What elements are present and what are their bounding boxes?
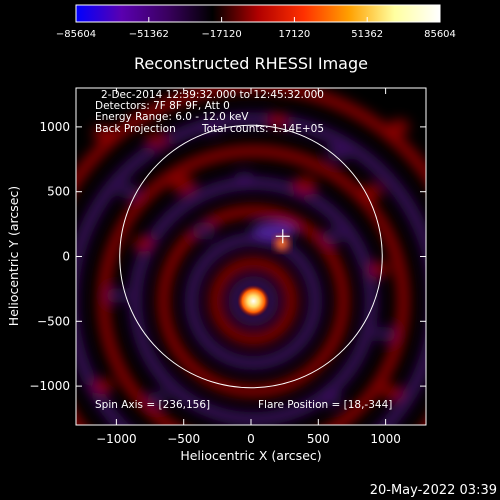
fringe-lobe bbox=[381, 384, 403, 401]
fringe-lobe bbox=[171, 176, 196, 195]
x-tick-label: 1000 bbox=[370, 432, 401, 446]
fringe-lobe bbox=[267, 112, 289, 129]
annotation-counts: Total counts: 1.14E+05 bbox=[201, 123, 324, 135]
fringe-lobe bbox=[368, 261, 390, 278]
fringe-lobe bbox=[92, 378, 114, 394]
colorbar bbox=[75, 4, 441, 23]
fringe-lobe bbox=[144, 130, 170, 149]
y-axis-label: Heliocentric Y (arcsec) bbox=[6, 186, 21, 326]
annotation-detectors: Detectors: 7F 8F 9F, Att 0 bbox=[95, 100, 230, 112]
fringe-lobe bbox=[233, 170, 255, 187]
fringe-lobe bbox=[251, 222, 296, 239]
flare-source bbox=[237, 285, 270, 318]
x-tick-label: −500 bbox=[167, 432, 200, 446]
fringe-lobe bbox=[292, 176, 318, 195]
fringe-ring bbox=[128, 176, 379, 425]
annotations: 2-Dec-2014 12:39:32.000 to 12:45:32.000 … bbox=[95, 89, 392, 411]
y-tick-label: −500 bbox=[37, 314, 70, 328]
annotation-spin-axis: Spin Axis = [236,156] bbox=[95, 399, 210, 411]
fringe-lobe bbox=[321, 229, 343, 245]
fringe-ring bbox=[184, 232, 323, 371]
fringe-lobe bbox=[375, 326, 397, 343]
annotation-method: Back Projection bbox=[95, 123, 176, 135]
annotation-flare-position: Flare Position = [18,-344] bbox=[258, 399, 392, 411]
fringe-ring bbox=[76, 112, 426, 425]
colorbar-ticks: −85604 −51362 −17120 17120 51362 85604 bbox=[56, 17, 456, 40]
colorbar-tick-label: −17120 bbox=[202, 29, 242, 40]
fringe-ring bbox=[209, 257, 298, 346]
chart-title: Reconstructed RHESSI Image bbox=[134, 54, 368, 73]
fringe-lobe bbox=[105, 287, 127, 304]
colorbar-tick-label: 17120 bbox=[278, 29, 310, 40]
colorbar-tick-label: 85604 bbox=[424, 29, 456, 40]
y-tick-label: 0 bbox=[62, 250, 70, 264]
spin-axis-marker bbox=[275, 229, 290, 244]
y-tick-label: 500 bbox=[47, 185, 70, 199]
x-tick-label: 500 bbox=[307, 432, 330, 446]
x-axis-label: Heliocentric X (arcsec) bbox=[180, 448, 321, 463]
y-tick-label: −1000 bbox=[29, 379, 70, 393]
fringe-lobe bbox=[200, 119, 222, 135]
secondary-source bbox=[272, 234, 291, 253]
annotation-energy: Energy Range: 6.0 - 12.0 keV bbox=[95, 111, 249, 123]
reconstructed-image bbox=[76, 88, 426, 425]
fringe-lobe bbox=[191, 221, 217, 240]
colorbar-tick-label: 51362 bbox=[351, 29, 383, 40]
solar-limb-circle bbox=[119, 124, 383, 389]
y-tick-label: 1000 bbox=[39, 120, 70, 134]
fringe-ring bbox=[228, 276, 279, 327]
fringe-lobe bbox=[388, 119, 410, 135]
fringe-lobe bbox=[326, 143, 351, 162]
colorbar-tick-label: −85604 bbox=[56, 29, 96, 40]
x-tick-label: −1000 bbox=[96, 432, 137, 446]
annotation-time-range: 2-Dec-2014 12:39:32.000 to 12:45:32.000 bbox=[101, 89, 324, 101]
footer-timestamp: 20-May-2022 03:39 bbox=[370, 483, 497, 498]
fringe-lobe bbox=[92, 125, 114, 142]
fringe-ring bbox=[97, 145, 410, 425]
fringe-lobe bbox=[132, 235, 154, 252]
colorbar-tick-label: −51362 bbox=[129, 29, 169, 40]
fringe-lobe bbox=[321, 391, 343, 407]
axes: −1000 −500 0 500 1000 −1000 −500 0 500 1000 bbox=[29, 88, 426, 446]
fringe-lobe bbox=[146, 391, 168, 407]
x-tick-label: 0 bbox=[247, 432, 255, 446]
fringe-ring bbox=[157, 205, 350, 398]
